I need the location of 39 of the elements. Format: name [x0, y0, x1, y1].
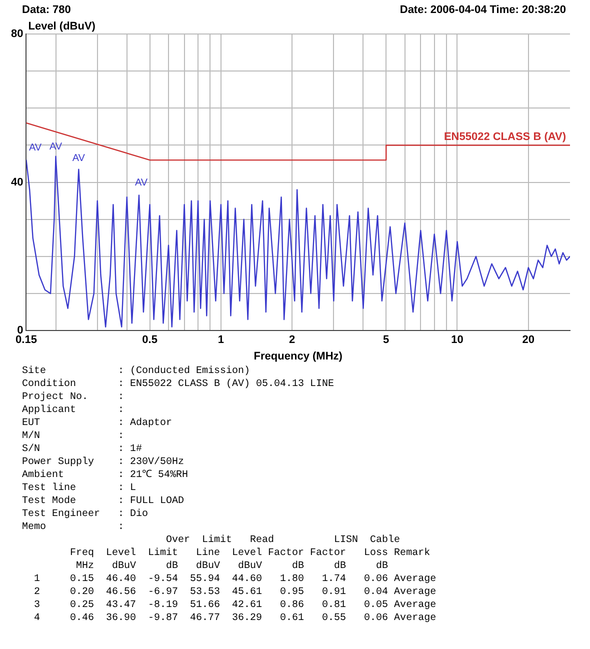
chart-title: Data: 780: [22, 4, 71, 16]
y-tick-label: 0: [17, 324, 24, 337]
text: M/N :: [22, 430, 126, 443]
text: Freq Level Limit Line Level Factor Factor Loss Remark: [69, 547, 432, 560]
annotation: AV: [72, 153, 86, 164]
chart-subtitle: Date: 2006-04-04 Time: 20:38:20: [400, 4, 566, 16]
text: Over Limit Read LISN Cable: [165, 534, 402, 547]
text: Condition : EN55022 CLASS B (AV) 05.04.13 LINE: [22, 378, 336, 391]
y-axis-title: Level (dBuV): [28, 20, 96, 33]
y-tick-label: 40: [10, 176, 24, 188]
text: Test Mode : FULL LOAD: [22, 495, 186, 508]
text: Test Engineer : Dio: [22, 508, 150, 521]
text: Power Supply : 230V/50Hz: [22, 456, 186, 469]
x-tick-label: 1: [218, 334, 224, 346]
text: Site : (Conducted Emission): [22, 365, 252, 378]
x-tick-label: 0.15: [16, 334, 37, 346]
y-tick-label: 80: [10, 28, 24, 40]
annotation: AV: [134, 178, 148, 189]
text: Ambient : 21℃ 54%RH: [22, 469, 190, 482]
x-tick-label: 5: [383, 334, 390, 346]
text: 4 0.46 36.90 -9.87 46.77 36.29 0.61 0.55 0.06 Average: [33, 612, 438, 625]
x-tick-label: 20: [522, 334, 535, 346]
text: S/N : 1#: [22, 443, 144, 456]
text: 1 0.15 46.40 -9.54 55.94 44.60 1.80 1.74 0.06 Average: [33, 573, 438, 586]
x-tick-label: 2: [289, 334, 296, 346]
text: MHz dBuV dB dBuV dBuV dB dB dB: [75, 560, 390, 573]
text: Applicant :: [22, 404, 126, 417]
text: Memo :: [22, 521, 126, 534]
x-tick-label: 10: [451, 334, 464, 346]
x-axis-title: Frequency (MHz): [254, 350, 343, 362]
annotation: AV: [49, 142, 62, 153]
annotation: AV: [28, 142, 42, 154]
text: Project No. :: [22, 391, 126, 404]
text: Test line : L: [22, 482, 138, 495]
x-tick-label: 0.5: [142, 334, 158, 346]
series-label: EN55022 CLASS B (AV): [444, 130, 566, 143]
text: 2 0.20 46.56 -6.97 53.53 45.61 0.95 0.91 0.04 Average: [33, 586, 438, 599]
text: 3 0.25 43.47 -8.19 51.66 42.61 0.86 0.81 0.05 Average: [33, 599, 438, 612]
text: EUT : Adaptor: [22, 417, 174, 430]
